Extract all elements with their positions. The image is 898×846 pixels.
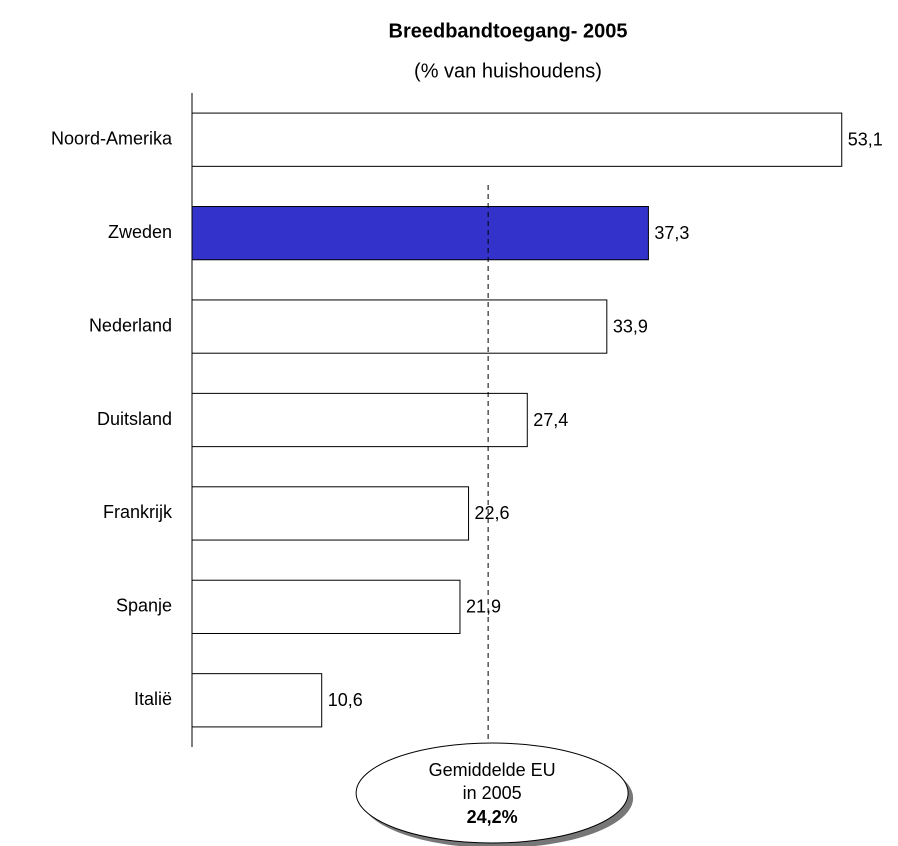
bar (191, 486, 470, 541)
chart-subtitle: (% van huishoudens) (414, 60, 602, 82)
bar (191, 392, 528, 448)
y-tick-label: Frankrijk (103, 502, 173, 522)
data-label: 22,6 (475, 503, 510, 523)
y-tick-label: Zweden (108, 222, 172, 242)
y-tick-label: Italië (134, 689, 172, 709)
bar (191, 579, 461, 634)
y-tick-label: Nederland (89, 315, 172, 335)
bar (191, 673, 323, 728)
callout-value: 24,2% (467, 807, 518, 827)
callout (355, 742, 629, 844)
chart-title: Breedbandtoegang- 2005 (389, 20, 628, 42)
data-label: 21,9 (466, 597, 501, 617)
data-label: 10,6 (328, 690, 363, 710)
data-label: 27,4 (533, 410, 568, 430)
bar (191, 299, 608, 354)
bar (191, 112, 843, 167)
data-label: 53,1 (848, 129, 883, 149)
y-tick-label: Duitsland (97, 409, 172, 429)
bar (191, 206, 649, 261)
y-tick-label: Noord-Amerika (51, 128, 173, 148)
data-label: 37,3 (654, 223, 689, 243)
callout-text: in 2005 (463, 783, 522, 803)
data-label: 33,9 (613, 316, 648, 336)
y-tick-label: Spanje (116, 596, 172, 616)
callout-text: Gemiddelde EU (429, 760, 556, 780)
